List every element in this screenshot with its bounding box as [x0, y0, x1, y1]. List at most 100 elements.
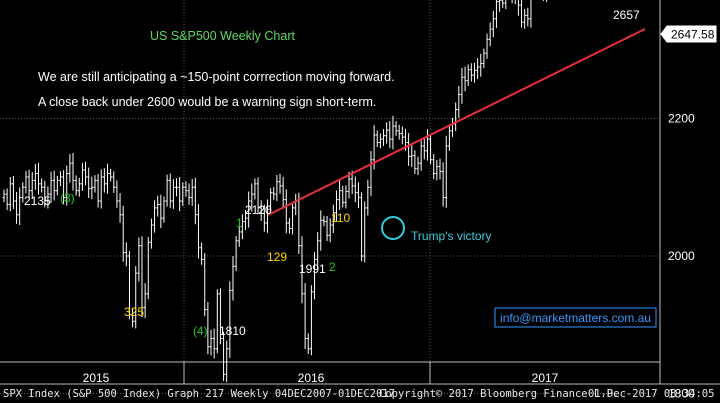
price-bar: [181, 182, 185, 206]
price-bar: [206, 302, 210, 355]
price-bar: [219, 288, 222, 345]
price-bar: [353, 176, 357, 203]
price-bar: [99, 169, 103, 209]
price-bar: [335, 190, 338, 222]
price-bar: [426, 129, 429, 161]
last-price-tag: 2647.58: [660, 25, 717, 43]
price-bar: [68, 154, 72, 183]
price-bar: [171, 179, 175, 209]
price-bar: [77, 177, 81, 197]
price-bar: [272, 187, 276, 200]
price-bar: [322, 215, 326, 227]
price-bar: [74, 175, 78, 196]
price-bar: [55, 175, 59, 196]
price-bar: [350, 170, 354, 195]
price-bar: [30, 172, 34, 200]
price-bar: [422, 137, 426, 160]
price-bar: [49, 171, 53, 203]
price-bar: [175, 178, 178, 197]
price-bar: [96, 173, 100, 208]
footer-center: Copyright© 2017 Bloomberg Finance L.P.: [379, 388, 620, 400]
bloomberg-footer: SPX Index (S&P 500 Index) Graph 217 Week…: [0, 385, 720, 403]
y-tick-1800: 1800: [668, 387, 695, 401]
price-bar: [457, 86, 461, 118]
price-bar: [200, 242, 204, 265]
price-bar: [124, 242, 128, 267]
x-axis: 2015 2016 2017: [0, 0, 720, 385]
price-bar: [325, 215, 329, 242]
price-bar: [256, 177, 260, 215]
label-110: 110: [331, 211, 350, 225]
price-bar: [112, 171, 116, 193]
price-bar: [109, 168, 113, 182]
footer-left: SPX Index (S&P 500 Index) Graph 217 Week…: [3, 388, 395, 400]
price-bar: [400, 126, 404, 145]
label-wave-2: 2: [329, 260, 336, 274]
price-bar: [8, 177, 12, 212]
price-bar: [281, 176, 285, 209]
price-bar: [485, 33, 489, 59]
price-bar: [491, 10, 495, 38]
price-bar: [65, 165, 69, 206]
price-bar: [93, 175, 97, 193]
price-bar: [514, 0, 516, 5]
price-bar: [328, 218, 332, 243]
price-bar: [319, 210, 323, 251]
price-bar: [87, 167, 91, 199]
price-bar: [288, 218, 291, 234]
label-2657: 2657: [613, 8, 640, 22]
price-bar: [441, 162, 445, 207]
price-bar: [306, 333, 310, 355]
x-tick-2016: 2016: [298, 371, 325, 385]
last-price-value: 2647.58: [671, 28, 715, 42]
price-bar: [526, 7, 530, 27]
commentary-line-2: A close back under 2600 would be a warni…: [38, 95, 376, 109]
price-bar: [197, 204, 200, 259]
watermark: info@marketmatters.com.au: [494, 307, 657, 328]
price-bar: [146, 236, 150, 300]
price-bar: [143, 283, 147, 319]
price-bar: [498, 0, 501, 12]
price-bars: [2, 0, 548, 383]
price-bar: [43, 180, 47, 208]
label-1991: 1991: [299, 262, 326, 276]
price-bar: [463, 66, 467, 92]
price-bar: [52, 170, 56, 201]
price-bar: [278, 173, 282, 194]
price-bar: [469, 63, 473, 82]
price-bar: [27, 169, 31, 198]
price-bar: [253, 178, 257, 200]
price-bar: [444, 135, 448, 208]
price-bar: [504, 0, 507, 10]
price-bar: [165, 174, 169, 207]
price-bar: [413, 150, 417, 174]
price-bar: [12, 175, 15, 209]
price-bar: [193, 177, 197, 225]
trendline: [267, 28, 646, 216]
price-bar: [460, 67, 464, 104]
price-bar: [244, 209, 247, 230]
price-bar: [90, 176, 94, 200]
price-bar: [234, 235, 238, 272]
price-bar: [523, 8, 527, 29]
price-bar: [331, 204, 335, 234]
price-bar: [215, 289, 219, 354]
price-bar: [2, 189, 6, 203]
price-bar: [131, 308, 134, 328]
gridlines: [0, 0, 660, 394]
price-bar: [419, 138, 423, 171]
price-bar: [385, 122, 389, 144]
price-bar: [250, 183, 254, 212]
price-bar: [435, 159, 439, 181]
price-bar: [102, 168, 106, 193]
label-1810: 1810: [219, 324, 246, 338]
price-bar: [237, 225, 241, 247]
x-tick-2015: 2015: [83, 371, 110, 385]
price-bar: [228, 281, 232, 358]
price-bar: [121, 205, 125, 262]
price-bar: [429, 134, 432, 165]
price-bar: [62, 170, 65, 205]
price-bar: [479, 53, 483, 77]
price-bar: [363, 201, 367, 263]
price-bar: [347, 171, 351, 199]
